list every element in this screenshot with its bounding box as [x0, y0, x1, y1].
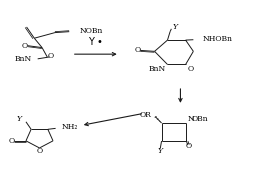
Text: NH₂: NH₂	[62, 123, 79, 131]
Text: O: O	[36, 147, 43, 155]
Text: BnN: BnN	[15, 55, 32, 63]
Text: O: O	[22, 42, 28, 50]
Text: OR: OR	[139, 111, 151, 119]
Text: Y •: Y •	[88, 37, 102, 47]
Text: Y: Y	[158, 147, 163, 155]
Text: O: O	[186, 142, 192, 150]
Text: NHOBn: NHOBn	[203, 35, 232, 43]
Text: O: O	[188, 65, 194, 73]
Text: OBn: OBn	[192, 115, 209, 123]
Text: NOBn: NOBn	[80, 26, 103, 35]
Text: Y: Y	[172, 23, 177, 31]
Text: O: O	[48, 52, 54, 60]
Text: Y: Y	[17, 115, 22, 123]
Text: BnN: BnN	[148, 65, 166, 73]
Text: O: O	[134, 46, 140, 54]
Text: O: O	[8, 137, 14, 145]
Text: N: N	[188, 115, 194, 123]
